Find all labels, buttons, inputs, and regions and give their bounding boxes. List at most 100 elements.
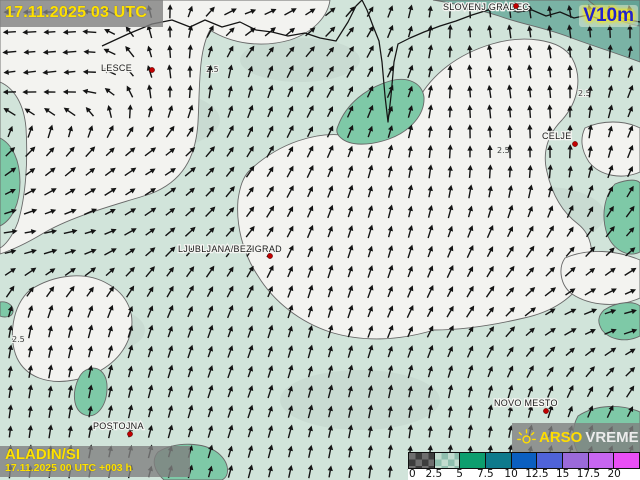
wind-arrow xyxy=(246,186,254,197)
wind-arrow xyxy=(82,29,97,35)
wind-arrow xyxy=(87,405,93,418)
wind-arrow xyxy=(307,385,314,398)
wind-arrow xyxy=(427,404,434,419)
wind-arrow xyxy=(167,64,173,79)
wind-arrow xyxy=(4,249,17,255)
wind-arrow xyxy=(367,464,373,479)
wind-arrow xyxy=(287,325,293,338)
wind-arrow xyxy=(27,324,34,339)
wind-arrow xyxy=(547,65,553,78)
wind-arrow xyxy=(145,266,155,278)
wind-arrow xyxy=(266,265,274,278)
wind-arrow xyxy=(43,29,56,35)
wind-arrow xyxy=(144,188,156,196)
wind-arrow xyxy=(427,24,433,38)
wind-arrow xyxy=(165,207,176,216)
wind-arrow xyxy=(207,45,213,58)
wind-arrow xyxy=(266,205,275,218)
wind-arrow xyxy=(106,286,115,298)
wind-arrow xyxy=(387,305,394,318)
wind-arrow xyxy=(585,246,596,258)
valid-time-label: 17.11.2025 03 UTC xyxy=(5,4,148,21)
wind-arrow xyxy=(307,186,314,198)
colorbar-tick-strip: 0 2.5 5 7.5 10 12.5 15 17.5 20 xyxy=(408,468,640,480)
wind-arrow xyxy=(604,328,617,335)
wind-arrow xyxy=(167,364,174,379)
wind-arrow xyxy=(565,366,575,378)
wind-arrow xyxy=(65,285,75,298)
wind-arrow xyxy=(107,385,113,398)
colorbar-tick-label: 0 xyxy=(409,468,416,480)
wind-arrow xyxy=(465,305,475,318)
wind-arrow xyxy=(205,167,215,177)
wind-arrow xyxy=(47,124,54,139)
wind-arrow xyxy=(307,464,314,479)
wind-arrow xyxy=(387,424,393,438)
wind-arrow xyxy=(447,64,453,78)
wind-arrow xyxy=(267,384,274,399)
wind-arrow xyxy=(587,64,593,79)
wind-arrow xyxy=(366,104,374,119)
wind-arrow xyxy=(446,305,454,318)
wind-arrow xyxy=(505,326,516,338)
wind-arrow xyxy=(247,65,254,78)
wind-arrow xyxy=(306,66,314,77)
wind-arrow xyxy=(187,44,193,59)
wind-arrow xyxy=(184,167,196,177)
wind-arrow xyxy=(625,348,636,356)
wind-arrow xyxy=(367,164,374,179)
wind-arrow xyxy=(43,248,58,255)
wind-arrow xyxy=(545,346,556,357)
wind-arrow xyxy=(624,267,637,276)
wind-arrow xyxy=(487,164,493,179)
wind-arrow xyxy=(226,146,234,157)
wind-arrow xyxy=(327,365,334,378)
wind-arrow xyxy=(587,405,594,418)
wind-arrow xyxy=(82,69,96,75)
wind-arrow xyxy=(347,165,354,178)
wind-arrow xyxy=(447,184,454,198)
wind-arrow xyxy=(527,145,533,158)
wind-arrow xyxy=(366,66,374,78)
wind-arrow xyxy=(185,207,196,217)
wind-arrow xyxy=(585,226,595,238)
wind-arrow xyxy=(207,465,213,478)
wind-arrow xyxy=(84,229,97,235)
wind-arrow xyxy=(607,24,613,38)
wind-arrow xyxy=(564,266,576,277)
wind-arrow xyxy=(547,404,554,419)
wind-arrow xyxy=(407,164,414,178)
wind-arrow xyxy=(267,84,274,99)
wind-arrow xyxy=(84,188,97,196)
wind-arrow xyxy=(247,344,254,359)
wind-arrow xyxy=(167,345,174,358)
wind-arrow xyxy=(267,444,274,459)
field-name-badge: V10m xyxy=(579,5,638,27)
wind-arrow xyxy=(287,85,294,98)
wind-arrow xyxy=(246,145,254,158)
wind-arrow xyxy=(44,208,57,215)
wind-arrow xyxy=(407,184,414,199)
wind-arrow xyxy=(244,8,257,15)
wind-arrow xyxy=(327,405,333,418)
wind-arrow xyxy=(205,146,215,158)
wind-arrow xyxy=(426,325,434,338)
wind-arrow xyxy=(367,284,374,299)
wind-arrow xyxy=(247,445,254,458)
wind-arrow xyxy=(547,185,553,198)
wind-arrow xyxy=(387,105,394,118)
wind-arrow xyxy=(5,146,16,157)
colorbar-segment-0 xyxy=(409,453,435,468)
wind-arrow xyxy=(84,267,97,277)
wind-arrow xyxy=(7,425,13,438)
wind-arrow xyxy=(505,286,515,297)
wind-arrow xyxy=(65,146,75,157)
wind-arrow xyxy=(186,285,194,298)
city-celje: CELJE xyxy=(541,130,578,147)
wind-arrow xyxy=(427,384,434,398)
wind-arrow xyxy=(467,225,474,238)
colorbar-segment-15 xyxy=(563,453,589,468)
wind-arrow xyxy=(466,345,474,358)
wind-arrow xyxy=(27,125,34,138)
wind-arrow xyxy=(187,5,194,18)
